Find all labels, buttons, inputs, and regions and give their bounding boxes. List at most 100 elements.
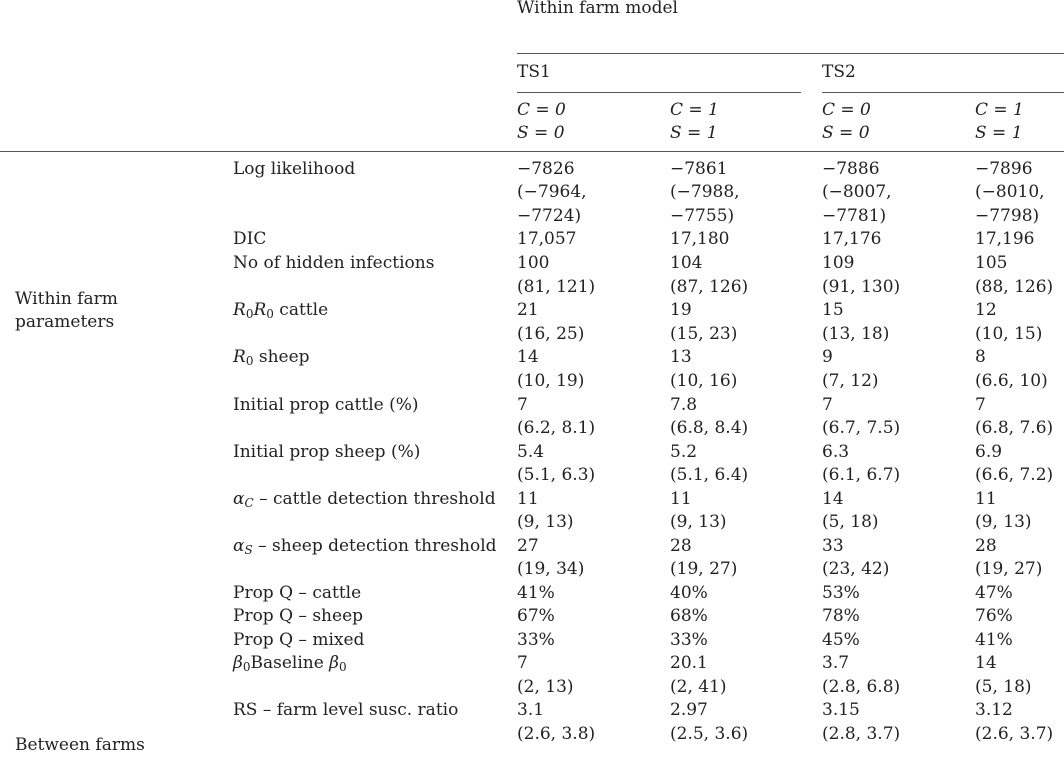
cell-ci: (23, 42) xyxy=(822,559,890,579)
cell-ci: (2.6, 3.7) xyxy=(975,724,1054,744)
cell-ci: (2, 13) xyxy=(517,677,574,697)
ts1-header: TS1 xyxy=(517,62,551,82)
cell-value: 7 xyxy=(517,653,528,673)
cell-value: 9 xyxy=(822,347,833,367)
cell-value: 6.9 xyxy=(975,442,1003,462)
cell-value: 40% xyxy=(670,583,708,603)
cell-value: 15 xyxy=(822,300,844,320)
cell-ci: (−8010, xyxy=(975,182,1045,202)
cell-value: 3.7 xyxy=(822,653,850,673)
cell-value: 33% xyxy=(670,630,708,650)
cell-value: 28 xyxy=(975,536,997,556)
cell-value: 7.8 xyxy=(670,395,698,415)
cell-value: 7 xyxy=(975,395,986,415)
group-label-within-2: parameters xyxy=(15,312,115,332)
header-rule-top xyxy=(517,53,1064,54)
cell-ci: (81, 121) xyxy=(517,277,596,297)
row-label-r0-cattle: R0R0 cattle xyxy=(233,300,329,321)
cell-ci: (7, 12) xyxy=(822,371,879,391)
cell-value: 14 xyxy=(822,489,844,509)
cell-value: −7896 xyxy=(975,159,1033,179)
cell-ci: (9, 13) xyxy=(975,512,1032,532)
cell-ci: (2.8, 3.7) xyxy=(822,724,901,744)
cell-value: 17,176 xyxy=(822,229,882,249)
col1-s-header: S = 0 xyxy=(517,123,565,143)
row-label-initial-prop-cattle: Initial prop cattle (%) xyxy=(233,395,419,415)
cell-value: 5.4 xyxy=(517,442,545,462)
row-label-prop-q-mixed: Prop Q – mixed xyxy=(233,630,365,650)
cell-ci: (6.2, 8.1) xyxy=(517,418,596,438)
cell-value: 47% xyxy=(975,583,1013,603)
cell-value: −7826 xyxy=(517,159,575,179)
row-label-hidden-infections: No of hidden infections xyxy=(233,253,435,273)
cell-value: 17,180 xyxy=(670,229,730,249)
row-label-prop-q-cattle: Prop Q – cattle xyxy=(233,583,362,603)
cell-ci: (15, 23) xyxy=(670,324,738,344)
cell-value: 11 xyxy=(517,489,539,509)
cell-ci: −7781) xyxy=(822,206,887,226)
cell-value: 11 xyxy=(670,489,692,509)
cell-value: 76% xyxy=(975,606,1013,626)
ts2-rule xyxy=(822,92,1064,93)
cell-value: 33 xyxy=(822,536,844,556)
row-label-baseline-beta0: β0Baseline β0 xyxy=(233,653,347,674)
cell-value: 27 xyxy=(517,536,539,556)
cell-value: 11 xyxy=(975,489,997,509)
cell-ci: (6.6, 10) xyxy=(975,371,1048,391)
model-title: Within farm model xyxy=(517,0,678,18)
col2-s-header: S = 1 xyxy=(670,123,718,143)
cell-ci: −7724) xyxy=(517,206,582,226)
cell-ci: (5, 18) xyxy=(975,677,1032,697)
cell-value: 3.12 xyxy=(975,700,1013,720)
col4-c-header: C = 1 xyxy=(975,100,1024,120)
cell-ci: (9, 13) xyxy=(670,512,727,532)
cell-ci: (19, 27) xyxy=(975,559,1043,579)
cell-value: 14 xyxy=(517,347,539,367)
cell-ci: (13, 18) xyxy=(822,324,890,344)
row-label-alpha-s: αS – sheep detection threshold xyxy=(233,536,497,557)
cell-value: 3.1 xyxy=(517,700,545,720)
cell-ci: −7755) xyxy=(670,206,735,226)
cell-ci: (2.8, 6.8) xyxy=(822,677,901,697)
cell-value: 21 xyxy=(517,300,539,320)
cell-value: 33% xyxy=(517,630,555,650)
row-label-dic: DIC xyxy=(233,229,267,249)
cell-ci: (16, 25) xyxy=(517,324,585,344)
cell-value: 19 xyxy=(670,300,692,320)
cell-ci: (6.7, 7.5) xyxy=(822,418,901,438)
cell-ci: (−7988, xyxy=(670,182,740,202)
col2-c-header: C = 1 xyxy=(670,100,719,120)
cell-value: 17,196 xyxy=(975,229,1035,249)
cell-ci: (19, 34) xyxy=(517,559,585,579)
cell-value: 6.3 xyxy=(822,442,850,462)
cell-ci: (−8007, xyxy=(822,182,892,202)
cell-value: 12 xyxy=(975,300,997,320)
cell-ci: (88, 126) xyxy=(975,277,1054,297)
ts2-header: TS2 xyxy=(822,62,856,82)
cell-ci: (6.6, 7.2) xyxy=(975,465,1054,485)
cell-value: −7886 xyxy=(822,159,880,179)
cell-ci: (91, 130) xyxy=(822,277,901,297)
cell-ci: (6.8, 7.6) xyxy=(975,418,1054,438)
col4-s-header: S = 1 xyxy=(975,123,1023,143)
cell-ci: (2.5, 3.6) xyxy=(670,724,749,744)
cell-value: 78% xyxy=(822,606,860,626)
cell-ci: (87, 126) xyxy=(670,277,749,297)
cell-ci: (6.8, 8.4) xyxy=(670,418,749,438)
cell-value: −7861 xyxy=(670,159,728,179)
cell-value: 7 xyxy=(822,395,833,415)
cell-value: 45% xyxy=(822,630,860,650)
group-label-within-1: Within farm xyxy=(15,289,118,309)
col3-c-header: C = 0 xyxy=(822,100,871,120)
cell-ci: (19, 27) xyxy=(670,559,738,579)
cell-value: 20.1 xyxy=(670,653,708,673)
cell-ci: (9, 13) xyxy=(517,512,574,532)
cell-ci: (5.1, 6.3) xyxy=(517,465,596,485)
ts1-rule xyxy=(517,92,801,93)
col3-s-header: S = 0 xyxy=(822,123,870,143)
row-label-log-likelihood: Log likelihood xyxy=(233,159,356,179)
cell-value: 41% xyxy=(975,630,1013,650)
cell-ci: (10, 16) xyxy=(670,371,738,391)
col1-c-header: C = 0 xyxy=(517,100,566,120)
row-label-rs: RS – farm level susc. ratio xyxy=(233,700,459,720)
